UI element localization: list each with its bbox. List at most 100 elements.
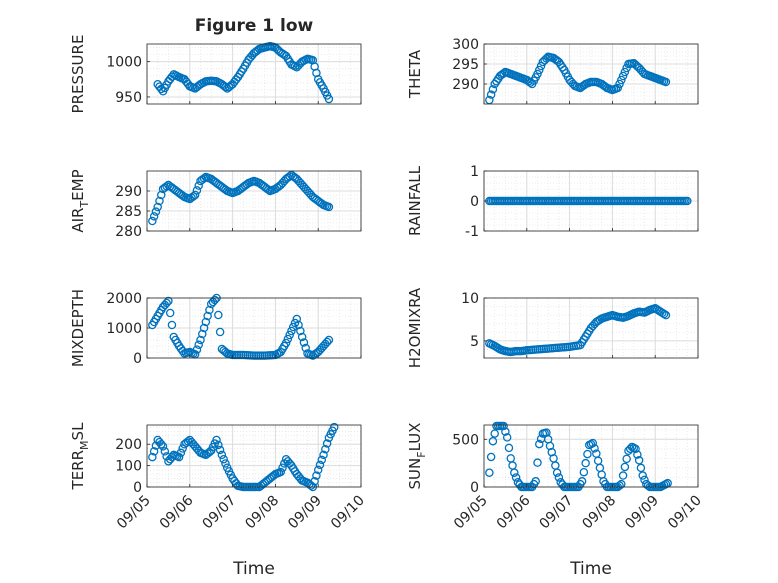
data-point xyxy=(285,172,294,181)
data-point xyxy=(501,427,510,436)
data-point xyxy=(196,335,205,345)
data-series xyxy=(485,196,692,206)
data-point xyxy=(486,452,496,462)
data-point xyxy=(490,429,499,438)
data-point xyxy=(278,463,287,473)
y-axis-label: RAINFALL xyxy=(406,165,424,236)
data-point xyxy=(157,190,166,200)
y-tick-label: 290 xyxy=(115,184,142,200)
data-point xyxy=(319,450,328,460)
data-point xyxy=(176,448,186,458)
data-point xyxy=(324,202,334,212)
data-point xyxy=(153,202,162,212)
y-tick-label: 0 xyxy=(470,480,479,496)
subplot-8: 0 500 09/05 09/06 09/07 09/08 09/09 09/10 Time SU… xyxy=(406,421,705,579)
x-axis-label: Time xyxy=(569,559,612,579)
y-tick-label: 1000 xyxy=(106,55,142,71)
data-point xyxy=(201,317,211,327)
axes-box xyxy=(483,424,699,488)
data-point xyxy=(636,463,646,473)
data-point xyxy=(299,338,309,347)
data-point xyxy=(160,447,170,456)
data-point xyxy=(499,421,508,431)
y-tick-label: 0 xyxy=(470,194,479,210)
x-tick-label: 09/07 xyxy=(537,493,577,533)
data-point xyxy=(158,442,168,451)
axes-box xyxy=(146,43,362,105)
data-point xyxy=(590,444,599,453)
y-tick-label: 1000 xyxy=(106,321,142,337)
y-axis-label: AIRTEMP xyxy=(69,169,91,232)
data-point xyxy=(190,190,200,200)
data-point xyxy=(552,468,562,477)
data-series xyxy=(153,41,334,104)
data-point xyxy=(321,444,330,454)
x-tick-label: 09/06 xyxy=(494,492,534,532)
data-point xyxy=(315,460,325,470)
x-tick-label: 09/05 xyxy=(451,493,491,533)
data-point xyxy=(167,320,177,330)
y-tick-label: 950 xyxy=(115,90,142,106)
data-point xyxy=(210,295,220,305)
data-point xyxy=(620,67,630,77)
data-point xyxy=(485,468,494,477)
data-point xyxy=(199,323,209,333)
data-series xyxy=(148,293,334,360)
data-point xyxy=(317,455,327,465)
data-point xyxy=(533,69,542,79)
data-point xyxy=(148,216,157,226)
x-tick-label: 09/08 xyxy=(242,493,282,533)
data-point xyxy=(615,481,624,490)
data-point xyxy=(151,207,161,216)
data-point xyxy=(189,192,198,201)
y-tick-label: 300 xyxy=(452,37,479,53)
data-point xyxy=(162,182,171,191)
y-tick-label: 2000 xyxy=(106,291,142,307)
data-point xyxy=(174,452,184,462)
subplot-5: 0 1000 2000 MIXDEPTH xyxy=(69,289,362,367)
data-point xyxy=(322,439,332,448)
data-point xyxy=(296,326,305,336)
data-point xyxy=(162,298,171,308)
x-tick-label: 09/09 xyxy=(285,493,325,533)
y-tick-label: 500 xyxy=(452,432,479,448)
data-point xyxy=(198,329,207,339)
data-point xyxy=(276,467,285,477)
y-axis-label: TERRMSL xyxy=(69,422,91,491)
x-tick-label: 09/08 xyxy=(579,493,619,533)
data-point xyxy=(531,477,540,486)
data-point xyxy=(486,90,496,99)
data-point xyxy=(281,338,291,348)
data-point xyxy=(149,212,159,221)
data-point xyxy=(294,320,303,330)
data-series xyxy=(485,52,671,105)
subplot-2: 290 295 300 THETA xyxy=(406,37,699,105)
y-tick-label: 285 xyxy=(115,204,142,220)
data-point xyxy=(631,444,640,454)
x-tick-label: 09/10 xyxy=(328,493,368,533)
data-point xyxy=(149,447,159,456)
data-point xyxy=(287,326,296,336)
data-point xyxy=(502,433,512,442)
data-point xyxy=(659,309,669,319)
data-point xyxy=(157,84,166,94)
data-point xyxy=(634,456,644,465)
data-point xyxy=(148,452,157,462)
y-axis-label: H2OMIXRA xyxy=(406,287,424,368)
data-point xyxy=(313,465,323,475)
data-point xyxy=(535,65,544,75)
x-axis-label: Time xyxy=(232,559,275,579)
data-point xyxy=(583,449,592,459)
y-tick-label: 1 xyxy=(470,164,479,180)
data-point xyxy=(324,94,334,104)
data-point xyxy=(214,440,223,450)
data-point xyxy=(533,458,542,467)
data-point xyxy=(288,322,298,332)
y-tick-label: 100 xyxy=(115,459,142,475)
figure-title: Figure 1 low xyxy=(195,16,314,36)
y-axis-label: PRESSURE xyxy=(69,35,87,114)
subplot-7: 0 100 200 09/05 09/06 09/07 09/08 09/09 09/10 Tim… xyxy=(69,422,368,579)
axes-box xyxy=(483,297,699,359)
data-point xyxy=(510,468,519,477)
data-point xyxy=(613,83,623,93)
